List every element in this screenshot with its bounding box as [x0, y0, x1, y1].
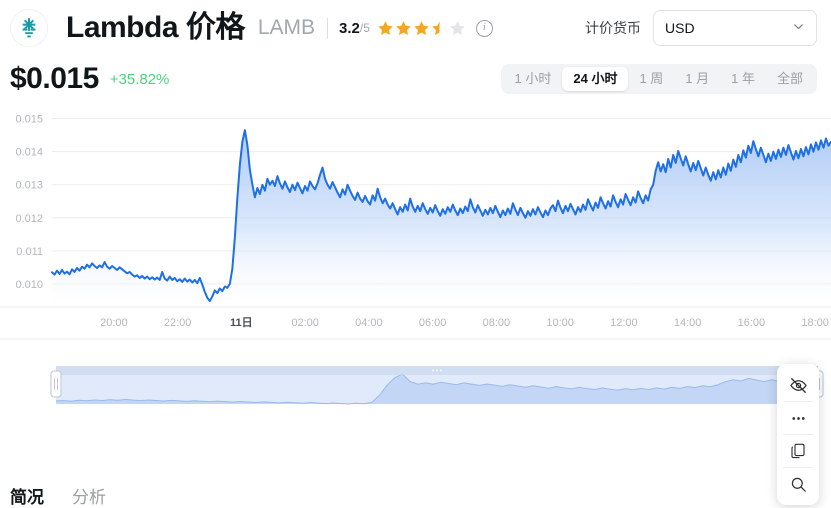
divider [327, 17, 329, 39]
toolbar-divider [783, 401, 813, 402]
rating-max: /5 [359, 21, 370, 35]
tab-analysis[interactable]: 分析 [72, 488, 106, 507]
ellipsis-icon[interactable] [778, 402, 818, 434]
svg-text:0.013: 0.013 [15, 180, 43, 192]
svg-text:0.011: 0.011 [16, 246, 43, 258]
svg-text:16:00: 16:00 [738, 317, 766, 329]
currency-selected-value: USD [665, 20, 695, 36]
range-tab-2[interactable]: 1 周 [639, 71, 664, 86]
svg-text:20:00: 20:00 [100, 317, 128, 329]
range-tab-1[interactable]: 24 小时 [562, 67, 629, 91]
svg-text:11日: 11日 [230, 316, 253, 329]
svg-text:0.014: 0.014 [15, 147, 43, 159]
chevron-down-icon [792, 20, 805, 36]
toolbar-divider [783, 467, 813, 468]
price-row: $0.015 +35.82% 1 小时 24 小时 1 周 1 月 1 年 全部 [0, 56, 831, 102]
search-icon[interactable] [778, 468, 818, 500]
svg-text:10:00: 10:00 [546, 317, 574, 329]
range-tab-3[interactable]: 1 月 [685, 71, 710, 86]
range-tab-4[interactable]: 1 年 [731, 71, 755, 86]
tab-overview[interactable]: 简况 [10, 488, 44, 507]
rating-block: 3.2 /5 i [339, 19, 493, 37]
copy-icon[interactable] [778, 435, 818, 467]
range-tab-5[interactable]: 全部 [776, 71, 803, 86]
info-icon[interactable]: i [475, 19, 493, 37]
svg-text:0.015: 0.015 [15, 114, 43, 126]
lambda-logo-icon [10, 9, 48, 47]
navigator-svg [50, 366, 824, 405]
svg-text:02:00: 02:00 [291, 317, 319, 329]
rating-stars[interactable] [377, 20, 466, 37]
svg-text:08:00: 08:00 [483, 317, 511, 329]
currency-select[interactable]: USD [653, 10, 817, 46]
star-icon-full [396, 20, 411, 35]
chart-range-navigator[interactable] [0, 360, 831, 412]
time-range-tabs[interactable]: 1 小时 24 小时 1 周 1 月 1 年 全部 [500, 64, 817, 94]
range-tab-0[interactable]: 1 小时 [514, 71, 552, 86]
svg-text:0.010: 0.010 [15, 279, 43, 291]
eye-off-icon[interactable] [778, 369, 818, 401]
star-icon-half [432, 20, 447, 35]
svg-text:04:00: 04:00 [355, 317, 383, 329]
star-icon-full [414, 20, 429, 35]
svg-text:18:00: 18:00 [801, 317, 829, 329]
navigator-handle-left[interactable] [50, 370, 62, 398]
price-chart-svg: 0.010 0.011 0.012 0.013 0.014 0.015 20:00 22:00… [0, 114, 831, 340]
svg-text:14:00: 14:00 [674, 317, 702, 329]
svg-text:12:00: 12:00 [610, 317, 638, 329]
star-icon-empty [450, 20, 465, 35]
svg-text:22:00: 22:00 [164, 317, 192, 329]
svg-text:0.012: 0.012 [15, 213, 43, 225]
rating-score: 3.2 [339, 19, 360, 37]
currency-label: 计价货币 [585, 20, 641, 36]
current-price: $0.015 [10, 62, 99, 95]
price-change-badge: +35.82% [109, 70, 170, 88]
floating-toolbar[interactable] [777, 364, 819, 505]
star-icon-full [378, 20, 393, 35]
footer-tabs[interactable]: 简况 分析 [10, 483, 106, 508]
toolbar-divider [783, 434, 813, 435]
page-header: Lambda 价格 LAMB 3.2 /5 i 计价货币 USD [0, 0, 831, 56]
svg-text:06:00: 06:00 [419, 317, 447, 329]
coin-symbol: LAMB [257, 16, 316, 39]
page-title: Lambda 价格 [66, 11, 245, 44]
price-chart[interactable]: 0.010 0.011 0.012 0.013 0.014 0.015 20:00 22:00… [0, 102, 831, 352]
